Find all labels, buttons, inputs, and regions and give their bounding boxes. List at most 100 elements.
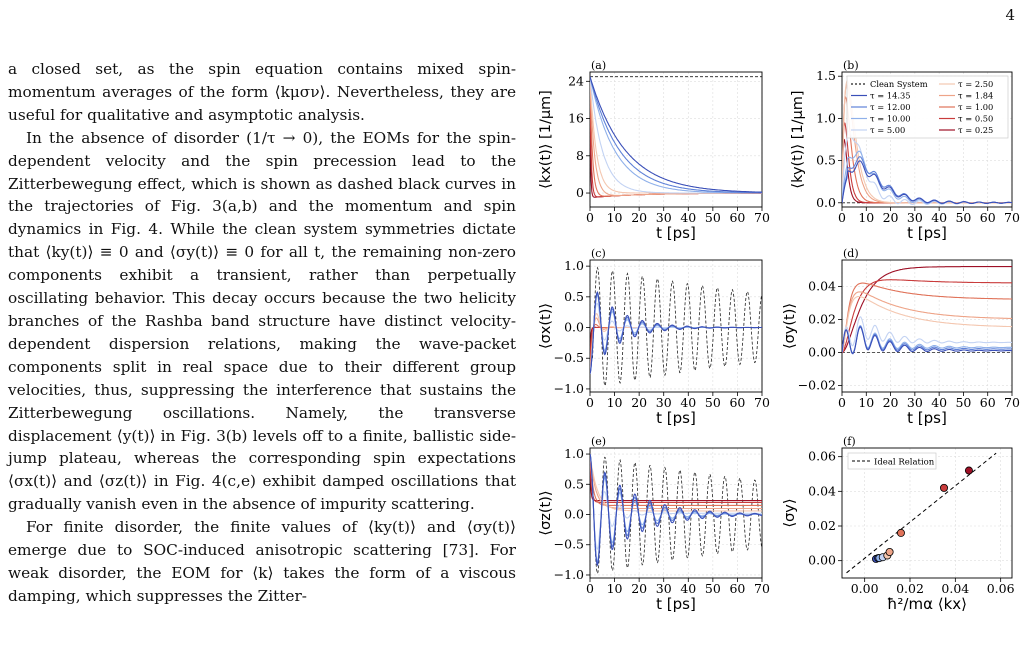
tick-label-y: −0.5 — [554, 537, 584, 552]
legend-f-label: Ideal Relation — [874, 458, 935, 468]
body-text: a closed set, as the spin equation conta… — [8, 58, 516, 608]
tick-label-x: 50 — [705, 395, 721, 410]
series-tau-2 — [590, 77, 762, 193]
tick-label-y: 0.0 — [564, 320, 584, 335]
tick-label-x: 40 — [680, 210, 696, 225]
series-tau-0 — [590, 292, 762, 373]
x-axis-label: t [ps] — [656, 224, 696, 242]
figure-svg: 0 10 20 30 40 50 60 70 0 8 16 24 (a) t [ps] ⟨kx(t)⟩ [1… — [520, 50, 1025, 650]
tick-label-x: 20 — [883, 210, 899, 225]
tick-label-y: −1.0 — [554, 567, 584, 582]
tick-label-y: 0.02 — [808, 518, 836, 533]
series-tau-3 — [590, 454, 762, 549]
legend-label: τ = 1.84 — [958, 91, 993, 101]
tick-label-x: 50 — [955, 395, 971, 410]
series-tau-0 — [842, 161, 1012, 204]
legend-label: τ = 0.25 — [958, 125, 993, 135]
legend-label: τ = 0.50 — [958, 114, 993, 124]
plot-area — [847, 453, 997, 573]
tick-label-x: 60 — [729, 210, 745, 225]
tick-label-x: 40 — [680, 395, 696, 410]
tick-label-x: 10 — [858, 210, 874, 225]
ideal-relation-line — [847, 453, 997, 573]
panel-d: 0 10 20 30 40 50 60 70−0.020.000.020.04(d)t [ps… — [782, 247, 1020, 427]
tick-label-x: 70 — [754, 395, 770, 410]
paragraph-1: a closed set, as the spin equation conta… — [8, 58, 516, 127]
series-tau-8 — [590, 454, 762, 501]
scatter-point — [886, 548, 893, 555]
tick-label-y: 24 — [568, 73, 584, 88]
series-tau-1 — [842, 157, 1012, 204]
y-axis-label: ⟨kx(t)⟩ [1/μm] — [538, 90, 554, 189]
tick-label-y: −1.0 — [554, 381, 584, 396]
tick-label-y: 0 — [576, 185, 584, 200]
tick-label-y: 0.00 — [808, 344, 836, 359]
legend-label: τ = 5.00 — [870, 125, 905, 135]
tick-label-y: 0.04 — [808, 278, 836, 293]
tick-label-x: 10 — [607, 581, 623, 596]
y-axis-label: ⟨σy⟩ — [782, 498, 798, 527]
panel-label: (d) — [843, 247, 859, 260]
tick-label-x: 0 — [586, 210, 594, 225]
plot-area — [590, 454, 762, 573]
tick-label-y: −0.5 — [554, 350, 584, 365]
tick-label-y: 0.04 — [808, 483, 836, 498]
x-axis-label: t [ps] — [656, 409, 696, 427]
tick-label-x: 10 — [607, 210, 623, 225]
tick-label-y: 0.00 — [808, 553, 836, 568]
scatter-point — [897, 529, 904, 536]
panel-c: 0 10 20 30 40 50 60 70−1.0−0.50.00.51.0(c)t [ps… — [538, 247, 770, 427]
tick-label-x: 0 — [838, 210, 846, 225]
tick-label-x: 40 — [680, 581, 696, 596]
tick-label-y: 16 — [568, 111, 584, 126]
panel-f: 0.00 0.02 0.04 0.060.000.020.040.06(f)ħ²/mα… — [782, 435, 1015, 613]
paragraph-3: For finite disorder, the finite values o… — [8, 516, 516, 608]
series-tau-4 — [590, 77, 762, 193]
panel-label: (e) — [591, 435, 606, 448]
tick-label-x: 30 — [907, 395, 923, 410]
tick-label-x: 0 — [586, 581, 594, 596]
tick-label-x: 60 — [980, 210, 996, 225]
legend-b: Clean Systemτ = 14.35τ = 12.00τ = 10.00τ… — [847, 76, 1008, 138]
tick-label-x: 30 — [656, 210, 672, 225]
tick-label-x: 0 — [838, 395, 846, 410]
tick-label-y: 8 — [576, 148, 584, 163]
tick-label-x: 60 — [729, 581, 745, 596]
tick-label-y: 1.0 — [564, 446, 584, 461]
paragraph-2: In the absence of disorder (1/τ → 0), th… — [8, 127, 516, 516]
tick-label-y: 0.0 — [816, 195, 836, 210]
tick-label-x: 20 — [883, 395, 899, 410]
scatter-point — [965, 467, 972, 474]
series-tau-3 — [590, 77, 762, 193]
x-axis-label: t [ps] — [907, 224, 947, 242]
y-axis-label: ⟨ky(t)⟩ [1/μm] — [790, 90, 806, 188]
tick-label-x: 0.06 — [987, 581, 1015, 596]
tick-label-y: 0.02 — [808, 311, 836, 326]
tick-label-y: 0.5 — [564, 476, 584, 491]
legend-label: τ = 1.00 — [958, 102, 993, 112]
panel-label: (a) — [591, 59, 606, 72]
tick-label-x: 20 — [631, 210, 647, 225]
tick-label-x: 30 — [656, 395, 672, 410]
tick-label-y: 0.5 — [816, 153, 836, 168]
tick-label-x: 70 — [1004, 210, 1020, 225]
plot-area — [590, 77, 762, 198]
figure-4: 0 10 20 30 40 50 60 70 0 8 16 24 (a) t [ps] ⟨kx(t)⟩ [1… — [520, 50, 1025, 650]
panel-e: 0 10 20 30 40 50 60 70 −1.0 −0.5 0.0 0.5 1.0 (e) t [ps… — [538, 435, 770, 613]
tick-label-x: 0.04 — [941, 581, 969, 596]
tick-label-x: 70 — [754, 210, 770, 225]
tick-label-y: −0.02 — [798, 377, 836, 392]
plot-area — [590, 268, 762, 386]
legend-label: τ = 2.50 — [958, 79, 993, 89]
tick-label-x: 40 — [931, 210, 947, 225]
tick-label-y: 1.5 — [816, 68, 836, 83]
tick-label-x: 30 — [907, 210, 923, 225]
tick-label-x: 0 — [586, 395, 594, 410]
tick-label-x: 50 — [955, 210, 971, 225]
tick-label-y: 1.0 — [564, 258, 584, 273]
scatter-point — [940, 484, 947, 491]
panel-label: (f) — [843, 435, 856, 448]
y-axis-label: ⟨σx(t)⟩ — [538, 303, 554, 349]
panel-label: (b) — [843, 59, 859, 72]
series-tau-1 — [590, 77, 762, 193]
